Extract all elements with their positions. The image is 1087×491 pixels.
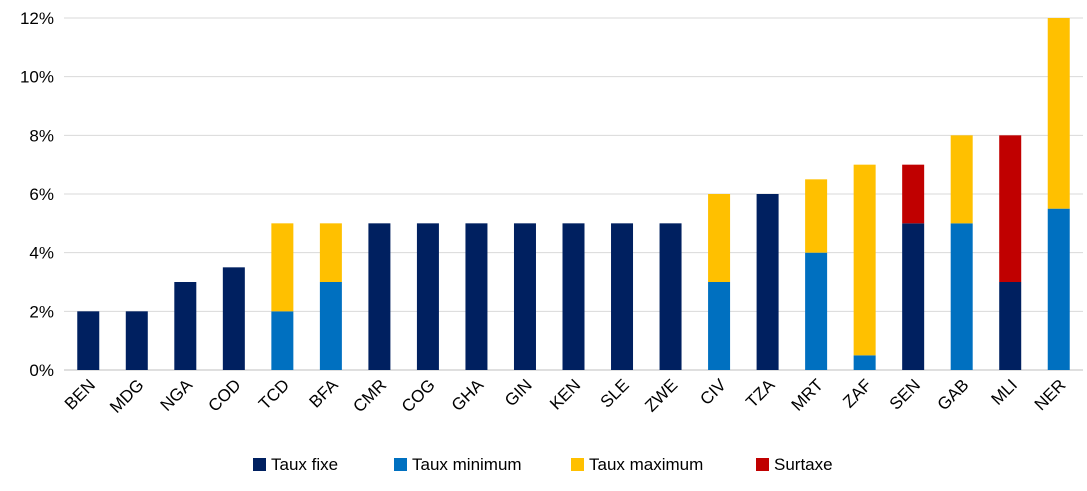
x-axis-ticks: BEN MDG NGA COD TCD BFA CMR COG GHA GIN KEN SLE ZWE C…	[61, 375, 1070, 417]
bar-ken-taux-fixe	[562, 223, 585, 370]
legend-swatch	[394, 458, 407, 471]
bar-ner-taux-minimum	[1047, 208, 1070, 370]
x-tick-label: SLE	[597, 375, 633, 411]
bar-civ-taux-minimum	[708, 282, 731, 370]
x-tick-label: MDG	[106, 375, 147, 416]
x-tick-label: NER	[1031, 375, 1070, 414]
x-tick-label: MRT	[788, 375, 827, 414]
legend: Taux fixe Taux minimum Taux maximum Surtaxe	[253, 455, 833, 474]
bar-nga-taux-fixe	[174, 282, 197, 370]
x-tick-label: BEN	[61, 375, 99, 413]
bar-tcd-taux-minimum	[271, 311, 294, 370]
legend-label: Surtaxe	[774, 455, 833, 474]
y-axis-ticks: 0% 2% 4% 6% 8% 10% 12%	[20, 9, 54, 380]
x-tick-label: COG	[398, 375, 439, 416]
bar-tza-taux-fixe	[756, 194, 779, 370]
y-tick-label: 0%	[29, 361, 54, 380]
x-tick-label: GHA	[448, 375, 488, 415]
x-tick-label: MLI	[988, 375, 1021, 408]
bar-cod-taux-fixe	[222, 267, 245, 370]
y-tick-label: 10%	[20, 68, 54, 87]
bar-mli-surtaxe	[999, 135, 1022, 282]
x-tick-label: ZWE	[641, 375, 681, 415]
bar-gha-taux-fixe	[465, 223, 488, 370]
bar-civ-taux-maximum	[708, 194, 731, 282]
bar-mli-taux-fixe	[999, 282, 1022, 370]
x-tick-label: TCD	[255, 375, 293, 413]
y-tick-label: 6%	[29, 185, 54, 204]
bar-cmr-taux-fixe	[368, 223, 391, 370]
x-tick-label: CMR	[349, 375, 390, 416]
legend-swatch	[571, 458, 584, 471]
x-tick-label: COD	[205, 375, 245, 415]
y-tick-label: 4%	[29, 244, 54, 263]
x-tick-label: ZAF	[839, 375, 875, 411]
bar-sle-taux-fixe	[611, 223, 634, 370]
y-tick-label: 8%	[29, 126, 54, 145]
bar-cog-taux-fixe	[416, 223, 439, 370]
bar-sen-taux-fixe	[902, 223, 925, 370]
bar-zwe-taux-fixe	[659, 223, 682, 370]
bar-mrt-taux-maximum	[805, 179, 828, 253]
legend-label: Taux fixe	[271, 455, 338, 474]
bar-gab-taux-minimum	[950, 223, 973, 370]
bar-tcd-taux-maximum	[271, 223, 294, 312]
bar-gab-taux-maximum	[950, 135, 973, 224]
y-tick-label: 12%	[20, 9, 54, 28]
legend-swatch	[756, 458, 769, 471]
bar-ner-taux-maximum	[1047, 18, 1070, 209]
x-tick-label: GAB	[934, 375, 973, 414]
x-tick-label: SEN	[886, 375, 924, 413]
x-tick-label: BFA	[306, 375, 343, 412]
bar-gin-taux-fixe	[513, 223, 536, 370]
bar-mdg-taux-fixe	[125, 311, 148, 370]
x-tick-label: TZA	[742, 375, 779, 412]
bar-zaf-taux-maximum	[853, 164, 876, 356]
bar-bfa-taux-maximum	[319, 223, 342, 282]
bar-sen-surtaxe	[902, 164, 925, 224]
x-tick-label: KEN	[546, 375, 584, 413]
y-tick-label: 2%	[29, 302, 54, 321]
x-tick-label: GIN	[501, 375, 536, 410]
bar-mrt-taux-minimum	[805, 252, 828, 370]
bars	[77, 18, 1070, 370]
legend-label: Taux minimum	[412, 455, 522, 474]
bar-bfa-taux-minimum	[319, 282, 342, 370]
x-tick-label: NGA	[157, 375, 197, 415]
legend-swatch	[253, 458, 266, 471]
legend-label: Taux maximum	[589, 455, 703, 474]
x-tick-label: CIV	[696, 375, 730, 409]
bar-zaf-taux-minimum	[853, 355, 876, 370]
bar-ben-taux-fixe	[77, 311, 100, 370]
